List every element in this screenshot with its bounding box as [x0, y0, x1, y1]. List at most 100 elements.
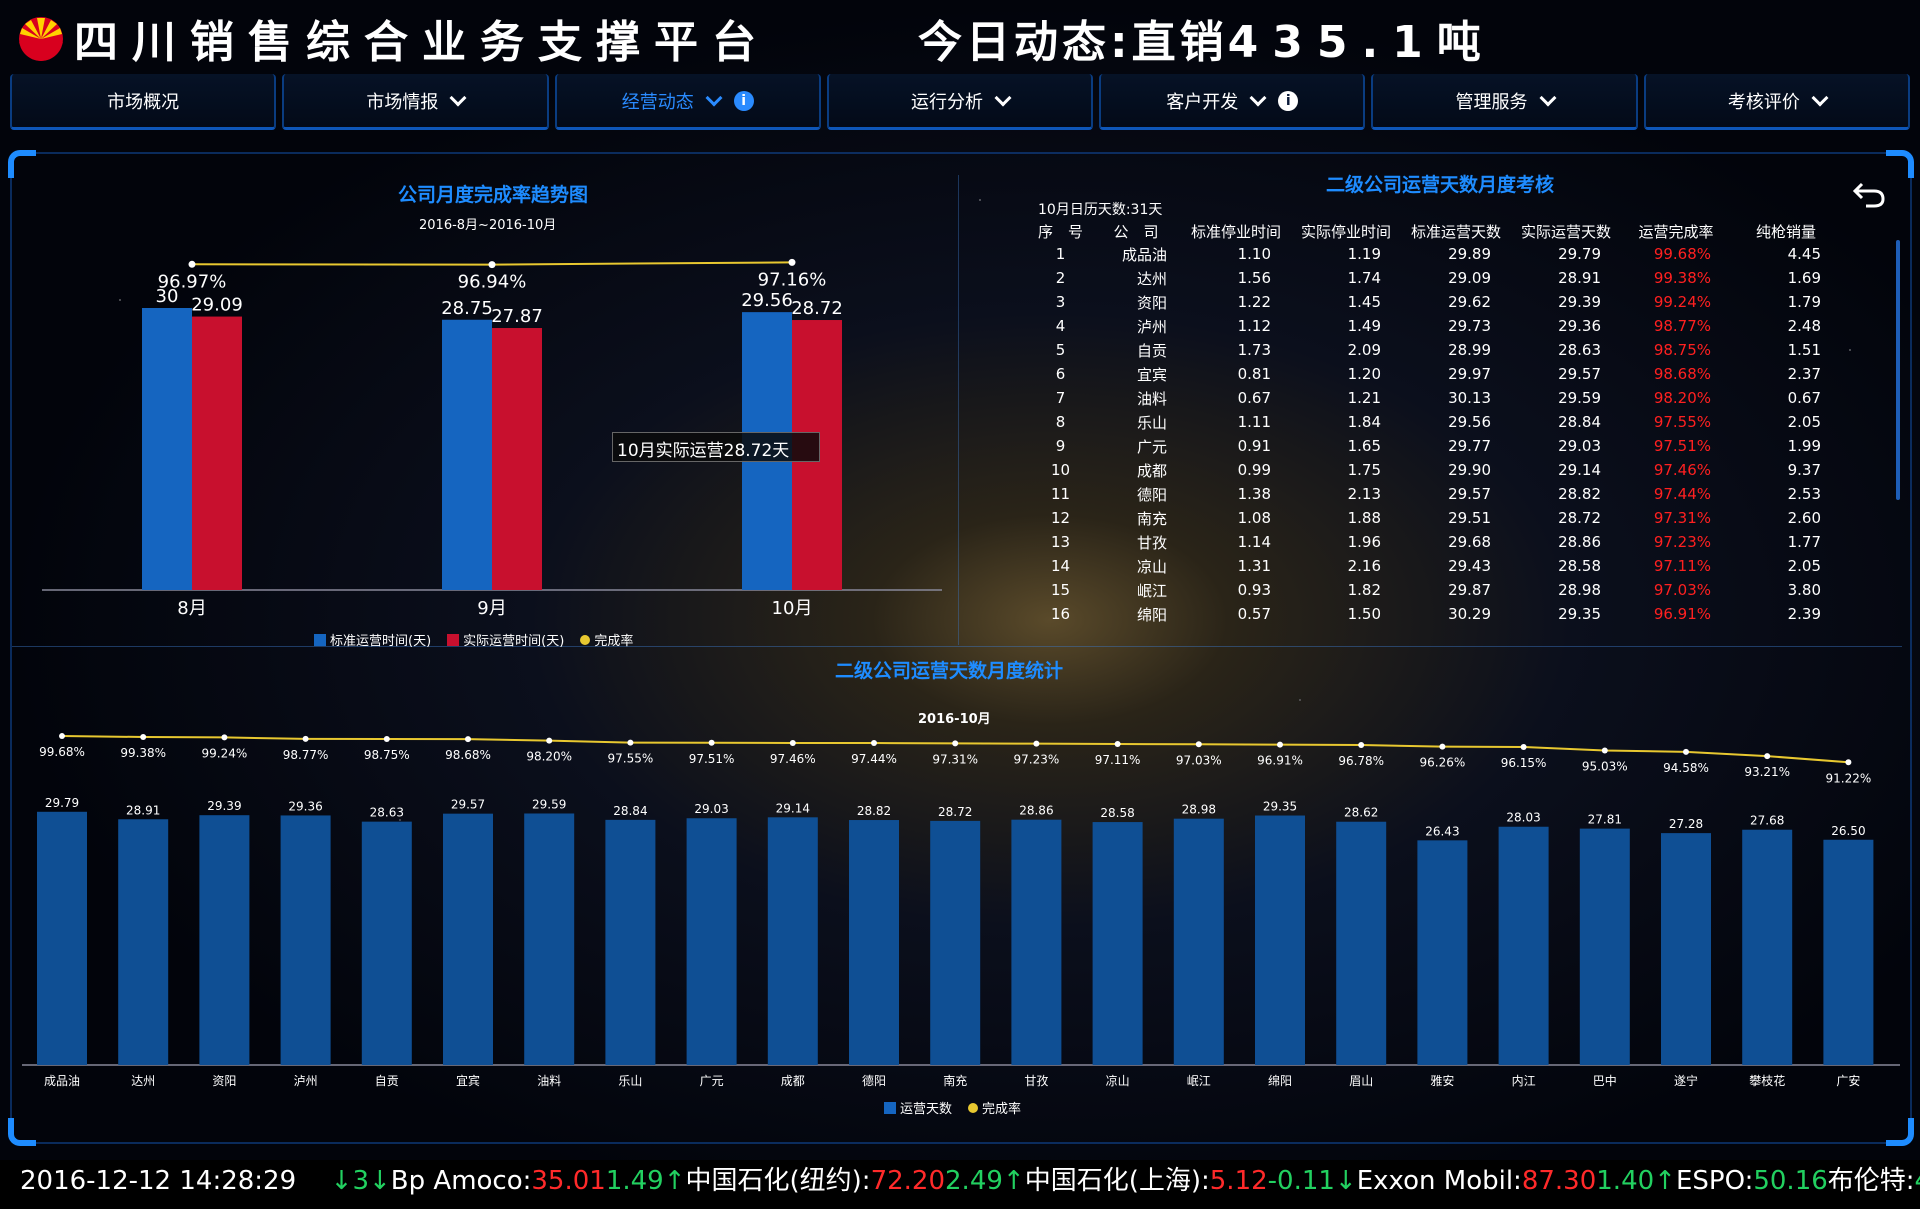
- bar-ops-days[interactable]: [686, 818, 737, 1065]
- rate-label: 96.91%: [1257, 754, 1303, 768]
- bar-ops-days[interactable]: [1092, 822, 1143, 1065]
- legend-standard[interactable]: 标准运营时间(天): [314, 630, 431, 649]
- bar-ops-days[interactable]: [524, 813, 575, 1065]
- table-row[interactable]: 5 自贡 1.73 2.09 28.99 28.63 98.75% 1.51: [1030, 338, 1841, 362]
- bar-ops-days[interactable]: [1661, 833, 1711, 1065]
- table-cell: 28.99: [1448, 341, 1492, 359]
- table-row[interactable]: 16 绵阳 0.57 1.50 30.29 29.35 96.91% 2.39: [1030, 602, 1841, 626]
- rate-point[interactable]: [59, 733, 65, 740]
- rate-point[interactable]: [465, 736, 471, 743]
- bar-ops-days[interactable]: [37, 811, 87, 1065]
- rate-point[interactable]: [1358, 742, 1365, 749]
- rate-point[interactable]: [1439, 743, 1446, 750]
- nav-item[interactable]: 管理服务: [1371, 74, 1638, 130]
- table-header-cell: 实际停业时间: [1301, 222, 1392, 241]
- rate-point[interactable]: [1601, 747, 1608, 754]
- table-row[interactable]: 13 甘孜 1.14 1.96 29.68 28.86 97.23% 1.77: [1030, 530, 1841, 554]
- rate-point[interactable]: [488, 261, 496, 269]
- rate-point[interactable]: [221, 734, 228, 741]
- rate-point[interactable]: [546, 737, 553, 744]
- bar-ops-days[interactable]: [1255, 815, 1305, 1065]
- table-row[interactable]: 8 乐山 1.11 1.84 29.56 28.84 97.55% 2.05: [1030, 410, 1841, 434]
- table-row[interactable]: 15 岷江 0.93 1.82 29.87 28.98 97.03% 3.80: [1030, 578, 1841, 602]
- bar-ops-days[interactable]: [280, 815, 331, 1065]
- table-cell: 29.57: [1558, 365, 1602, 383]
- bar-ops-days[interactable]: [118, 819, 169, 1065]
- table-scrollbar[interactable]: [1896, 240, 1900, 500]
- legend-actual[interactable]: 实际运营时间(天): [447, 630, 564, 649]
- ticker-item: 中国石化(上海):: [1024, 1166, 1210, 1196]
- bar-ops-days[interactable]: [1823, 839, 1874, 1065]
- table-row[interactable]: 4 泸州 1.12 1.49 29.73 29.36 98.77% 2.48: [1030, 314, 1841, 338]
- bar-ops-days[interactable]: [1498, 826, 1549, 1065]
- bar-ops-days[interactable]: [1336, 821, 1387, 1065]
- rate-point[interactable]: [1277, 741, 1283, 748]
- rate-point[interactable]: [302, 735, 309, 742]
- table-row[interactable]: 12 南充 1.08 1.88 29.51 28.72 97.31% 2.60: [1030, 506, 1841, 530]
- chevron-down-icon[interactable]: [1249, 89, 1267, 106]
- nav-item[interactable]: 客户开发 i: [1099, 74, 1366, 130]
- rate-point[interactable]: [1764, 753, 1771, 760]
- nav-item[interactable]: 运行分析: [826, 74, 1094, 130]
- bar-actual[interactable]: [492, 328, 542, 590]
- chevron-down-icon[interactable]: [705, 89, 723, 106]
- rate-point[interactable]: [952, 740, 959, 747]
- bar-ops-days[interactable]: [767, 817, 818, 1065]
- bar-ops-days[interactable]: [1742, 829, 1793, 1065]
- table-row[interactable]: 10 成都 0.99 1.75 29.90 29.14 97.46% 9.37: [1030, 458, 1841, 482]
- bar-ops-days[interactable]: [930, 820, 981, 1065]
- bar-ops-days[interactable]: [1417, 840, 1468, 1065]
- back-arrow-icon[interactable]: [1852, 178, 1886, 208]
- rate-label: 95.03%: [1582, 759, 1628, 773]
- table-row[interactable]: 7 油料 0.67 1.21 30.13 29.59 98.20% 0.67: [1030, 386, 1841, 410]
- rate-point[interactable]: [789, 739, 796, 746]
- chevron-down-icon[interactable]: [449, 89, 467, 106]
- bar-ops-days[interactable]: [849, 820, 899, 1065]
- legend-rate[interactable]: 完成率: [580, 630, 633, 649]
- nav-item[interactable]: 市场概况: [10, 74, 277, 130]
- info-icon[interactable]: i: [1278, 90, 1299, 111]
- bar-ops-days[interactable]: [199, 815, 250, 1065]
- nav-item[interactable]: 经营动态 i: [554, 74, 821, 130]
- ticker-item: 72.20: [870, 1166, 946, 1196]
- bar-ops-days[interactable]: [1173, 818, 1224, 1065]
- bar-ops-days[interactable]: [1011, 819, 1062, 1065]
- rate-point[interactable]: [383, 735, 390, 742]
- bar-standard[interactable]: [442, 319, 492, 590]
- chevron-down-icon[interactable]: [1539, 89, 1557, 106]
- table-row[interactable]: 9 广元 0.91 1.65 29.77 29.03 97.51% 1.99: [1030, 434, 1841, 458]
- rate-point[interactable]: [188, 260, 196, 268]
- rate-point[interactable]: [1033, 740, 1040, 747]
- chevron-down-icon[interactable]: [994, 89, 1012, 106]
- bar-actual[interactable]: [192, 316, 242, 590]
- nav-item[interactable]: 考核评价: [1643, 74, 1910, 130]
- bar-standard[interactable]: [142, 308, 192, 590]
- info-icon[interactable]: i: [733, 90, 754, 111]
- bar-ops-days[interactable]: [605, 819, 656, 1065]
- rate-point[interactable]: [627, 739, 634, 746]
- rate-point[interactable]: [140, 733, 147, 740]
- rate-point[interactable]: [1195, 741, 1202, 748]
- rate-point[interactable]: [708, 739, 715, 746]
- legend-completion[interactable]: 完成率: [968, 1098, 1021, 1117]
- rate-point[interactable]: [1845, 759, 1852, 766]
- nav-item[interactable]: 市场情报: [282, 74, 549, 130]
- table-row[interactable]: 2 达州 1.56 1.74 29.09 28.91 99.38% 1.69: [1030, 266, 1841, 290]
- bar-ops-days[interactable]: [443, 813, 493, 1065]
- bar-ops-days[interactable]: [1579, 828, 1630, 1065]
- rate-point[interactable]: [871, 740, 877, 747]
- legend-ops-days[interactable]: 运营天数: [884, 1098, 952, 1117]
- rate-point[interactable]: [1114, 741, 1121, 748]
- rate-point[interactable]: [788, 258, 796, 266]
- rate-point[interactable]: [1683, 748, 1689, 755]
- bar-ops-days[interactable]: [361, 821, 412, 1065]
- chevron-down-icon[interactable]: [1811, 89, 1829, 106]
- table-row[interactable]: 3 资阳 1.22 1.45 29.62 29.39 99.24% 1.79: [1030, 290, 1841, 314]
- rate-point[interactable]: [1520, 744, 1527, 751]
- table-row[interactable]: 6 宜宾 0.81 1.20 29.97 29.57 98.68% 2.37: [1030, 362, 1841, 386]
- table-cell: 6: [1055, 365, 1066, 383]
- table-row[interactable]: 14 凉山 1.31 2.16 29.43 28.58 97.11% 2.05: [1030, 554, 1841, 578]
- table-row[interactable]: 1 成品油 1.10 1.19 29.89 29.79 99.68% 4.45: [1030, 242, 1841, 266]
- table-row[interactable]: 11 德阳 1.38 2.13 29.57 28.82 97.44% 2.53: [1030, 482, 1841, 506]
- x-tick-label: 乐山: [618, 1074, 642, 1088]
